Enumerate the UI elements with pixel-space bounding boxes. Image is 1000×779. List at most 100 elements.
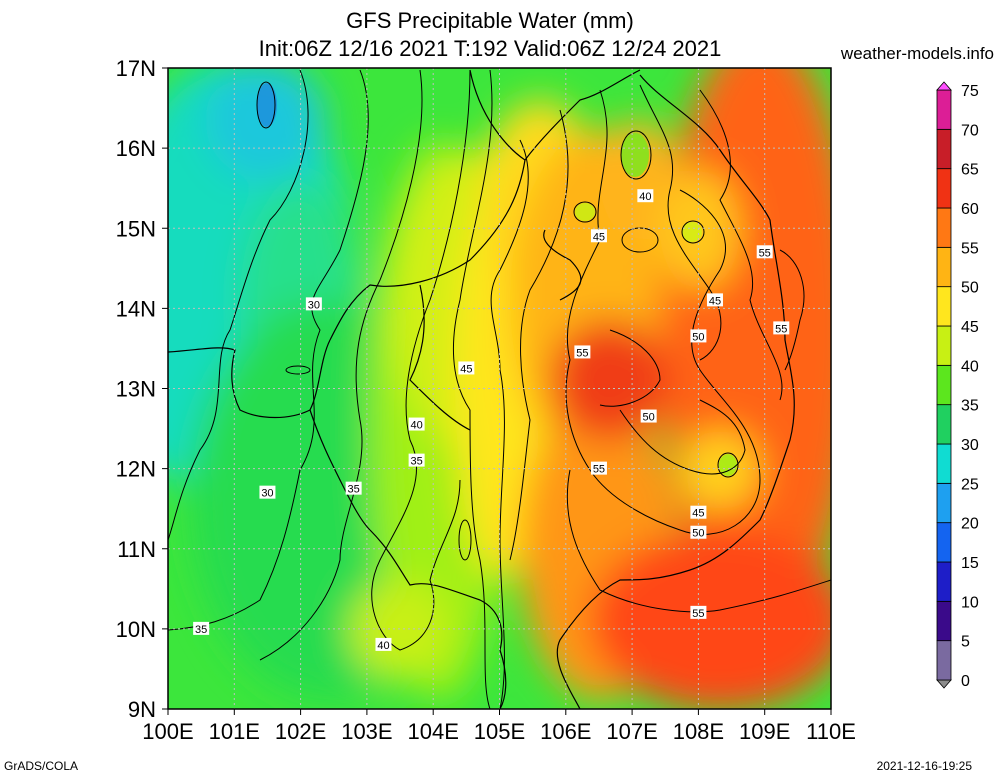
contour-label: 55 xyxy=(775,323,787,335)
contour-label: 40 xyxy=(411,420,423,432)
colorbar-label: 55 xyxy=(961,240,979,257)
contour-label-bg xyxy=(375,637,392,651)
x-tick-label: 106E xyxy=(540,719,591,744)
contour-label-bg xyxy=(574,345,591,359)
colorbar-label: 65 xyxy=(961,162,979,179)
map-grid xyxy=(168,68,831,709)
contour-label-bg xyxy=(590,461,607,475)
contour-label-bg xyxy=(637,189,654,203)
contour-label: 35 xyxy=(411,456,423,468)
colorbar-block xyxy=(936,640,952,681)
colorbar-block xyxy=(936,364,952,406)
colorbar-block xyxy=(936,600,952,642)
footer-timestamp: 2021-12-16-19:25 xyxy=(876,759,972,773)
chart-title: GFS Precipitable Water (mm) xyxy=(346,8,634,33)
contour-label-bg xyxy=(259,485,276,499)
coastlines-and-borders xyxy=(168,69,795,709)
contour-label: 35 xyxy=(348,484,360,496)
contour-label-bg xyxy=(690,525,707,539)
x-tick-label: 110E xyxy=(806,719,856,744)
contour-label-bg xyxy=(458,361,475,375)
x-axis: 100E 101E 102E 103E 104E 105E 106E 107E 108E 109E… xyxy=(142,709,856,744)
x-tick-label: 104E xyxy=(408,719,459,744)
colorbar-block xyxy=(936,286,952,327)
y-tick-label: 15N xyxy=(116,216,156,241)
contour-label: 50 xyxy=(692,331,704,343)
colorbar-label: 70 xyxy=(961,122,979,139)
x-tick-label: 101E xyxy=(209,719,260,744)
contour-label: 55 xyxy=(593,464,605,476)
y-tick-label: 13N xyxy=(116,377,156,402)
colorbar-block xyxy=(936,325,952,366)
contour-label-bg xyxy=(756,245,773,259)
colorbar-label: 15 xyxy=(961,555,979,572)
colorbar-label: 10 xyxy=(961,594,979,611)
contour-label: 40 xyxy=(377,640,389,652)
contour-label: 30 xyxy=(261,488,273,500)
y-tick-label: 14N xyxy=(116,296,156,321)
y-tick-label: 16N xyxy=(116,136,156,161)
x-tick-label: 100E xyxy=(142,719,193,744)
colorbar-label: 5 xyxy=(961,634,970,651)
colorbar-label: 35 xyxy=(961,398,979,415)
contour-label: 40 xyxy=(639,191,651,203)
colorbar-label: 50 xyxy=(961,280,979,297)
colorbar-label: 0 xyxy=(961,673,970,690)
colorbar-label: 45 xyxy=(961,319,979,336)
contour-label-bg xyxy=(690,329,707,343)
x-tick-label: 108E xyxy=(673,719,724,744)
site-watermark: weather-models.info xyxy=(840,44,994,63)
precipitable-water-field xyxy=(168,68,831,709)
y-tick-label: 10N xyxy=(116,617,156,642)
contour-label-bg xyxy=(345,481,362,495)
colorbar-min-arrow xyxy=(936,679,952,689)
y-axis: 9N 10N 11N 12N 13N 14N 15N 16N 17N xyxy=(116,56,168,722)
chart-subtitle: Init:06Z 12/16 2021 T:192 Valid:06Z 12/2… xyxy=(258,36,722,61)
contour-label: 50 xyxy=(692,528,704,540)
contour-label: 30 xyxy=(308,299,320,311)
x-tick-label: 105E xyxy=(474,719,525,744)
contour-label-bg xyxy=(590,229,607,243)
x-tick-label: 103E xyxy=(341,719,392,744)
colorbar: 0 5 10 15 20 25 30 35 40 45 50 55 60 65 70 75 xyxy=(936,81,979,690)
contour-label: 50 xyxy=(643,412,655,424)
colorbar-label: 60 xyxy=(961,201,979,218)
x-tick-label: 109E xyxy=(739,719,790,744)
contour-labels: 30 30 35 35 35 40 40 40 45 45 45 45 50 50 50 55 55 55 55 55 xyxy=(193,189,790,652)
colorbar-label: 30 xyxy=(961,437,979,454)
contour-label: 35 xyxy=(195,624,207,636)
contour-lines xyxy=(168,69,831,709)
colorbar-label: 40 xyxy=(961,358,979,375)
colorbar-block xyxy=(936,561,952,602)
colorbar-label: 25 xyxy=(961,476,979,493)
contour-label: 55 xyxy=(692,608,704,620)
contour-label-bg xyxy=(706,293,723,307)
colorbar-block xyxy=(936,168,952,209)
contour-label-bg xyxy=(193,621,210,635)
colorbar-block xyxy=(936,443,952,484)
y-tick-label: 12N xyxy=(116,457,156,482)
contour-label: 55 xyxy=(576,347,588,359)
contour-label: 45 xyxy=(593,231,605,243)
y-tick-label: 17N xyxy=(116,56,156,81)
footer-software: GrADS/COLA xyxy=(4,759,79,773)
contour-label: 45 xyxy=(692,508,704,520)
contour-label-bg xyxy=(690,605,707,619)
contour-label-bg xyxy=(640,409,657,423)
contour-label-bg xyxy=(305,297,322,311)
contour-label: 45 xyxy=(460,363,472,375)
colorbar-block xyxy=(936,482,952,524)
contour-label-bg xyxy=(408,417,425,431)
colorbar-block xyxy=(936,207,952,248)
contour-label-bg xyxy=(408,453,425,467)
colorbar-label: 75 xyxy=(961,83,979,100)
colorbar-block xyxy=(936,404,952,445)
contour-label: 45 xyxy=(709,295,721,307)
colorbar-block xyxy=(936,522,952,563)
contour-label-bg xyxy=(690,505,707,519)
y-tick-label: 9N xyxy=(128,697,156,722)
colorbar-block xyxy=(936,246,952,288)
y-tick-label: 11N xyxy=(117,537,156,562)
colorbar-block xyxy=(936,128,952,170)
